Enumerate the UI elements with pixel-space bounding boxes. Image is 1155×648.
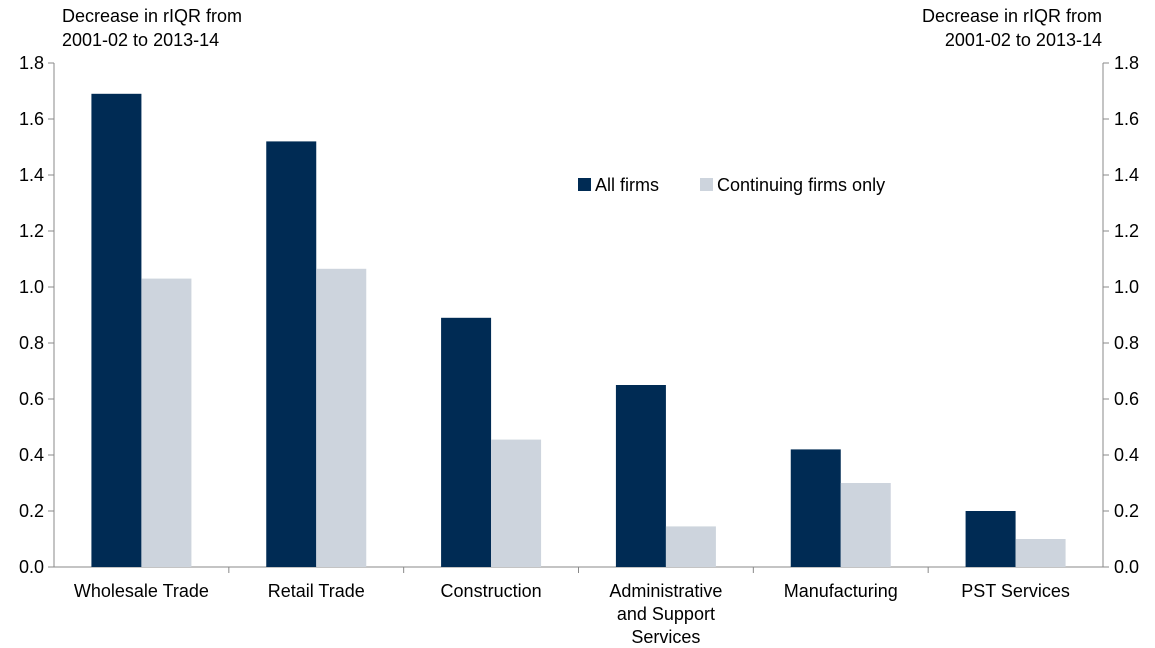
right-y-tick-label: 1.8	[1114, 53, 1139, 73]
bar-continuing-firms-2	[491, 439, 542, 567]
left-y-tick-label: 1.6	[19, 109, 44, 129]
x-tick-label: and Support	[617, 604, 715, 624]
left-y-tick-label: 0.6	[19, 389, 44, 409]
x-tick-label: Services	[631, 627, 700, 647]
x-tick-label: Retail Trade	[268, 581, 365, 601]
right-axis-title-line-2: 2001-02 to 2013-14	[945, 30, 1102, 50]
right-axis-title-line-1: Decrease in rIQR from	[922, 6, 1102, 26]
bar-continuing-firms-0	[141, 278, 192, 567]
left-y-tick-label: 0.8	[19, 333, 44, 353]
legend-swatch	[700, 178, 713, 191]
legend-swatch	[578, 178, 591, 191]
right-y-tick-label: 1.2	[1114, 221, 1139, 241]
bar-all-firms-4	[790, 449, 841, 567]
left-y-tick-label: 0.4	[19, 445, 44, 465]
left-y-tick-label: 1.2	[19, 221, 44, 241]
legend-label: Continuing firms only	[717, 175, 885, 195]
bar-continuing-firms-1	[316, 268, 367, 567]
right-y-tick-label: 0.2	[1114, 501, 1139, 521]
left-axis-title-line-1: Decrease in rIQR from	[62, 6, 242, 26]
bar-all-firms-0	[91, 93, 142, 568]
bar-continuing-firms-3	[665, 526, 716, 567]
bar-all-firms-5	[965, 511, 1016, 567]
right-y-tick-label: 0.6	[1114, 389, 1139, 409]
right-y-tick-label: 0.0	[1114, 557, 1139, 577]
bar-continuing-firms-5	[1015, 539, 1066, 567]
x-tick-label: PST Services	[961, 581, 1070, 601]
bar-all-firms-1	[266, 141, 317, 567]
left-y-tick-label: 0.0	[19, 557, 44, 577]
right-y-tick-label: 1.6	[1114, 109, 1139, 129]
x-tick-label: Construction	[441, 581, 542, 601]
left-y-tick-label: 1.4	[19, 165, 44, 185]
legend-label: All firms	[595, 175, 659, 195]
legend: All firms Continuing firms only	[578, 175, 885, 195]
x-tick-label: Manufacturing	[784, 581, 898, 601]
right-y-tick-label: 0.4	[1114, 445, 1139, 465]
left-axis-title-line-2: 2001-02 to 2013-14	[62, 30, 219, 50]
right-y-tick-label: 1.4	[1114, 165, 1139, 185]
x-tick-label: Wholesale Trade	[74, 581, 209, 601]
right-y-tick-label: 0.8	[1114, 333, 1139, 353]
left-y-tick-label: 1.8	[19, 53, 44, 73]
x-tick-label: Administrative	[609, 581, 722, 601]
left-y-tick-label: 1.0	[19, 277, 44, 297]
bar-all-firms-3	[615, 385, 666, 567]
right-y-tick-label: 1.0	[1114, 277, 1139, 297]
bar-all-firms-2	[441, 317, 492, 567]
plot-area: 0.0 0.0 0.2 0.2 0.4 0.4 0.6 0.6 0.8 0.8 1.0 1.0 1.2 1…	[19, 53, 1139, 647]
bar-continuing-firms-4	[840, 483, 891, 567]
left-y-tick-label: 0.2	[19, 501, 44, 521]
